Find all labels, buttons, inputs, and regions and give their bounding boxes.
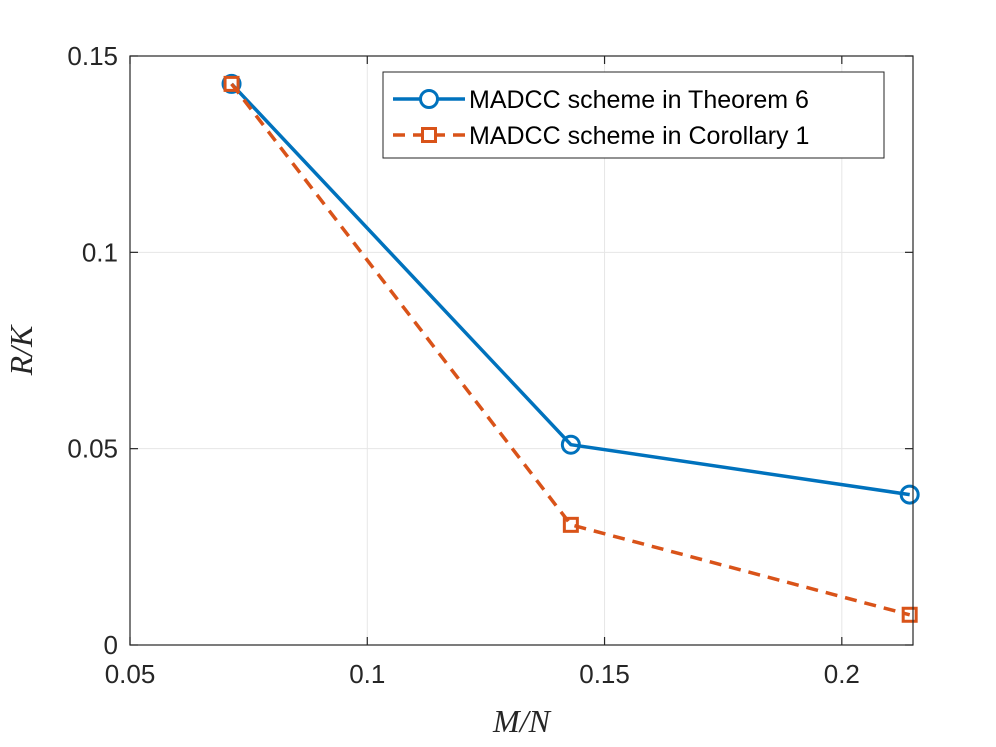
axis-ticks: 0.05 0.1 0.15 0.200.050.10.15: [67, 41, 913, 689]
y-tick-label: 0: [104, 630, 118, 660]
data-point-circle: [221, 73, 242, 94]
legend-marker-circle: [419, 89, 439, 109]
x-tick-label: 0.2: [824, 659, 860, 689]
y-tick-label: 0.1: [82, 237, 118, 267]
x-axis-label: M/N: [492, 703, 552, 739]
data-point-circle: [560, 434, 581, 455]
data-point-square: [901, 606, 918, 623]
x-tick-label: 0.15: [579, 659, 630, 689]
data-point-square: [562, 516, 579, 533]
y-tick-label: 0.15: [67, 41, 118, 71]
legend-entry-theorem-6: MADCC scheme in Theorem 6: [393, 86, 809, 114]
series-line-1: [230, 82, 911, 617]
legend-marker-square: [421, 127, 437, 143]
legend-label-theorem-6: MADCC scheme in Theorem 6: [469, 86, 809, 114]
x-tick-label: 0.1: [349, 659, 385, 689]
series-line-0: [230, 82, 910, 497]
data-point-circle: [899, 484, 920, 505]
x-tick-label: 0.05: [105, 659, 156, 689]
data-point-square: [223, 75, 240, 92]
legend-label-corollary-1: MADCC scheme in Corollary 1: [469, 122, 809, 150]
legend-box: [382, 71, 885, 159]
y-tick-label: 0.05: [67, 434, 118, 464]
legend-entry-corollary-1: MADCC scheme in Corollary 1: [393, 122, 809, 150]
plot-series: [221, 73, 920, 623]
y-axis-label: R/K: [3, 324, 39, 376]
axes-box: [129, 55, 914, 646]
legend: MADCC scheme in Theorem 6 MADCC scheme i…: [382, 71, 885, 159]
